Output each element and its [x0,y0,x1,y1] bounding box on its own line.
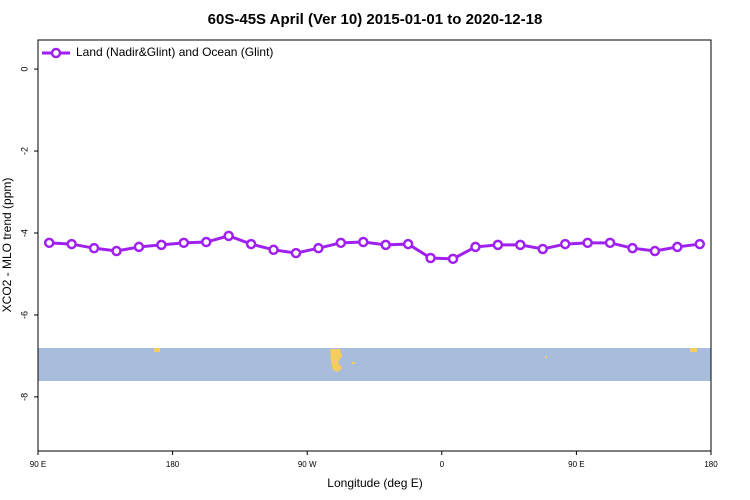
land [154,348,160,352]
data-point [111,245,122,257]
data-point [156,239,167,251]
data-point [335,237,347,249]
data-point [358,236,369,248]
land [330,349,342,372]
series-line [49,234,700,261]
x-tick-label: 90 E [568,460,584,469]
data-point [694,238,706,250]
y-tick-label: -2 [19,147,29,155]
data-point [313,242,324,254]
data-point [425,252,436,264]
data-point [43,237,55,249]
data-point [268,244,279,256]
data-point [133,241,145,253]
data-point [201,236,212,248]
legend-label: Land (Nadir&Glint) and Ocean (Glint) [76,45,273,59]
x-tick-label: 90 W [298,460,317,469]
x-tick-label: 180 [166,460,180,469]
data-point [492,239,504,251]
x-tick-label: 0 [440,460,445,469]
data-point [470,241,481,253]
data-point [447,253,459,265]
x-axis-label: Longitude (deg E) [327,476,422,490]
land [352,362,355,364]
data-point [604,237,616,249]
land [690,348,697,352]
data-point [627,242,638,254]
data-point [649,245,661,257]
data-point [88,242,100,254]
plot-frame [37,39,712,452]
data-point [66,238,77,250]
x-tick-label: 90 E [30,460,46,469]
data-point [402,238,414,250]
y-tick-label: -6 [19,311,29,319]
y-tick-label: -4 [19,229,29,237]
map-background [38,348,711,381]
data-point [515,239,526,251]
chart-title: 60S-45S April (Ver 10) 2015-01-01 to 202… [208,11,543,28]
data-point [245,238,257,250]
data-point [290,247,302,259]
y-tick-label: 0 [19,67,29,72]
data-point [178,237,190,249]
ocean-band [38,348,711,381]
data-point [559,238,571,250]
data-point [223,230,234,242]
y-tick-label: -8 [19,393,29,401]
legend-marker [50,47,62,59]
land [545,356,547,358]
data-point [537,243,548,255]
y-axis-label: XCO2 - MLO trend (ppm) [0,178,14,313]
data-point [582,237,593,249]
data-point [380,239,391,251]
x-tick-label: 180 [704,460,718,469]
data-point [672,241,683,253]
